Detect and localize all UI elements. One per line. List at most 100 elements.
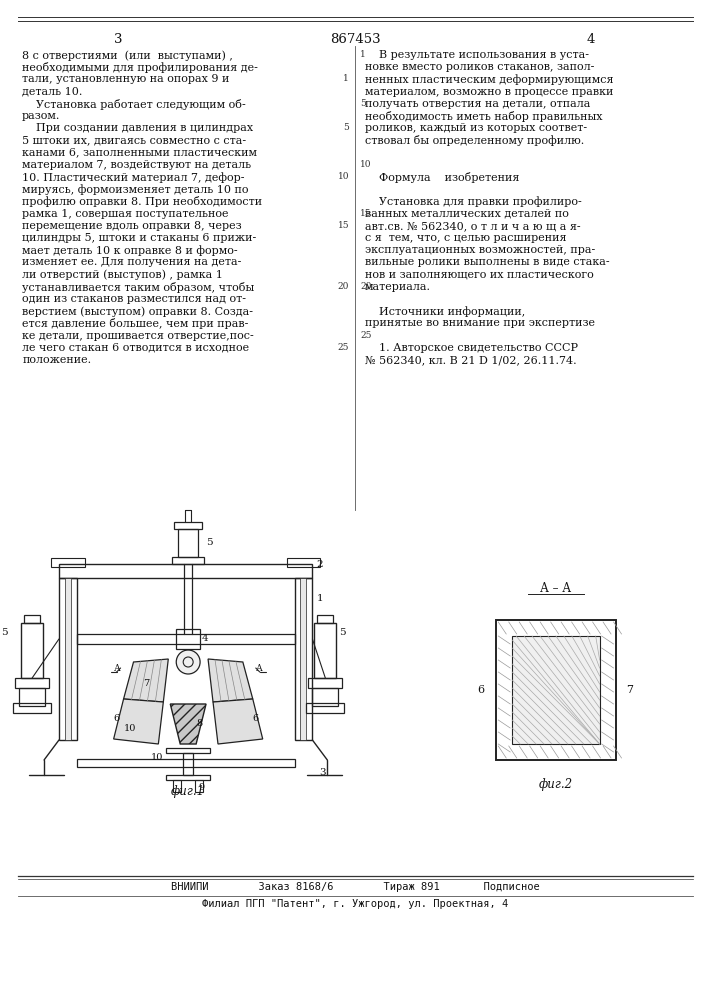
Text: необходимыми для профилирования де-: необходимыми для профилирования де- — [22, 62, 258, 73]
Bar — [312, 688, 338, 706]
Bar — [512, 636, 600, 744]
Bar — [176, 629, 200, 649]
Text: 1: 1 — [317, 594, 323, 603]
Text: принятые во внимание при экспертизе: принятые во внимание при экспертизе — [365, 318, 595, 328]
Polygon shape — [114, 699, 163, 744]
Text: 5 штоки их, двигаясь совместно с ста-: 5 штоки их, двигаясь совместно с ста- — [22, 135, 246, 145]
Text: 2: 2 — [317, 560, 323, 569]
Text: 10: 10 — [124, 724, 136, 733]
Text: 4: 4 — [587, 33, 595, 46]
Text: 1. Авторское свидетельство СССР: 1. Авторское свидетельство СССР — [365, 343, 578, 353]
Text: 15: 15 — [337, 221, 349, 230]
Text: 20: 20 — [338, 282, 349, 291]
Text: № 562340, кл. В 21 D 1/02, 26.11.74.: № 562340, кл. В 21 D 1/02, 26.11.74. — [365, 355, 577, 365]
Bar — [51, 558, 85, 567]
Bar — [166, 775, 210, 780]
Text: 6: 6 — [253, 714, 259, 723]
Text: 8 с отверстиями  (или  выступами) ,: 8 с отверстиями (или выступами) , — [22, 50, 233, 61]
Text: 20: 20 — [360, 282, 371, 291]
Bar — [173, 780, 181, 792]
Text: А: А — [114, 664, 120, 673]
Text: ле чего стакан 6 отводится в исходное: ле чего стакан 6 отводится в исходное — [22, 343, 250, 353]
Text: ке детали, прошивается отверстие,пос-: ке детали, прошивается отверстие,пос- — [22, 331, 254, 341]
Bar — [195, 780, 203, 792]
Bar — [65, 578, 71, 740]
Bar — [317, 615, 333, 623]
Text: 5: 5 — [1, 628, 7, 637]
Text: 3: 3 — [320, 768, 326, 777]
Text: При создании давления в цилиндрах: При создании давления в цилиндрах — [22, 123, 253, 133]
Bar — [24, 615, 40, 623]
Text: 7: 7 — [144, 679, 150, 688]
Text: новке вместо роликов стаканов, запол-: новке вместо роликов стаканов, запол- — [365, 62, 595, 72]
Text: 10: 10 — [151, 753, 163, 762]
Text: 6: 6 — [114, 714, 119, 723]
Text: ненных пластическим деформирующимся: ненных пластическим деформирующимся — [365, 74, 614, 85]
Text: А: А — [256, 664, 262, 673]
Bar — [178, 529, 198, 557]
Polygon shape — [170, 704, 206, 744]
Text: 6: 6 — [477, 685, 484, 695]
Bar — [19, 688, 45, 706]
Text: положение.: положение. — [22, 355, 91, 365]
Text: ВНИИПИ        Заказ 8168/6        Тираж 891       Подписное: ВНИИПИ Заказ 8168/6 Тираж 891 Подписное — [171, 882, 539, 892]
Polygon shape — [124, 659, 168, 702]
Text: деталь 10.: деталь 10. — [22, 87, 83, 97]
Bar — [13, 703, 51, 713]
Bar — [21, 623, 43, 678]
Text: канами 6, заполненными пластическим: канами 6, заполненными пластическим — [22, 148, 257, 158]
Text: устанавливается таким образом, чтобы: устанавливается таким образом, чтобы — [22, 282, 255, 293]
Text: 25: 25 — [338, 343, 349, 352]
Bar — [306, 703, 344, 713]
Bar — [77, 634, 295, 644]
Text: 25: 25 — [360, 331, 372, 340]
Text: ется давление большее, чем при прав-: ется давление большее, чем при прав- — [22, 318, 249, 329]
Text: перемещение вдоль оправки 8, через: перемещение вдоль оправки 8, через — [22, 221, 242, 231]
Bar — [300, 578, 306, 740]
Text: 5: 5 — [339, 628, 346, 637]
Text: 15: 15 — [360, 209, 372, 218]
Text: Источники информации,: Источники информации, — [365, 306, 525, 317]
Text: 10: 10 — [360, 160, 372, 169]
Circle shape — [176, 650, 200, 674]
Text: материала.: материала. — [365, 282, 431, 292]
Text: верстием (выступом) оправки 8. Созда-: верстием (выступом) оправки 8. Созда- — [22, 306, 253, 317]
Bar — [77, 759, 295, 767]
Bar — [59, 578, 77, 740]
Text: Формула    изобретения: Формула изобретения — [365, 172, 520, 183]
Text: ванных металлических деталей по: ванных металлических деталей по — [365, 209, 569, 219]
Text: 3: 3 — [115, 33, 123, 46]
Text: 10. Пластический материал 7, дефор-: 10. Пластический материал 7, дефор- — [22, 172, 245, 183]
Bar — [295, 578, 312, 740]
Text: получать отверстия на детали, отпала: получать отверстия на детали, отпала — [365, 99, 590, 109]
Text: эксплуатационных возможностей, пра-: эксплуатационных возможностей, пра- — [365, 245, 595, 255]
Text: изменяет ее. Для получения на дета-: изменяет ее. Для получения на дета- — [22, 257, 242, 267]
Text: В результате использования в уста-: В результате использования в уста- — [365, 50, 589, 60]
Bar — [59, 564, 312, 578]
Bar — [496, 620, 616, 760]
Text: фиг.2: фиг.2 — [539, 778, 573, 791]
Text: Филиал ПГП "Патент", г. Ужгород, ул. Проектная, 4: Филиал ПГП "Патент", г. Ужгород, ул. Про… — [202, 899, 508, 909]
Text: 5: 5 — [360, 99, 366, 108]
Text: 10: 10 — [338, 172, 349, 181]
Text: 4: 4 — [202, 634, 209, 643]
Text: ствовал бы определенному профилю.: ствовал бы определенному профилю. — [365, 135, 585, 146]
Polygon shape — [208, 659, 253, 702]
Text: фиг.1: фиг.1 — [171, 785, 205, 798]
Bar — [173, 557, 204, 564]
Text: профилю оправки 8. При необходимости: профилю оправки 8. При необходимости — [22, 196, 262, 207]
Polygon shape — [213, 699, 263, 744]
Bar — [183, 753, 193, 775]
Text: цилиндры 5, штоки и стаканы 6 прижи-: цилиндры 5, штоки и стаканы 6 прижи- — [22, 233, 257, 243]
Text: 1: 1 — [360, 50, 366, 59]
Text: с я  тем, что, с целью расширения: с я тем, что, с целью расширения — [365, 233, 566, 243]
Text: рамка 1, совершая поступательное: рамка 1, совершая поступательное — [22, 209, 228, 219]
Bar — [16, 678, 49, 688]
Text: ли отверстий (выступов) , рамка 1: ли отверстий (выступов) , рамка 1 — [22, 270, 223, 280]
Bar — [174, 522, 202, 529]
Text: 5: 5 — [344, 123, 349, 132]
Text: мает деталь 10 к оправке 8 и формо-: мает деталь 10 к оправке 8 и формо- — [22, 245, 238, 256]
Text: тали, установленную на опорах 9 и: тали, установленную на опорах 9 и — [22, 74, 230, 84]
Bar — [166, 748, 210, 753]
Text: нов и заполняющего их пластического: нов и заполняющего их пластического — [365, 270, 594, 280]
